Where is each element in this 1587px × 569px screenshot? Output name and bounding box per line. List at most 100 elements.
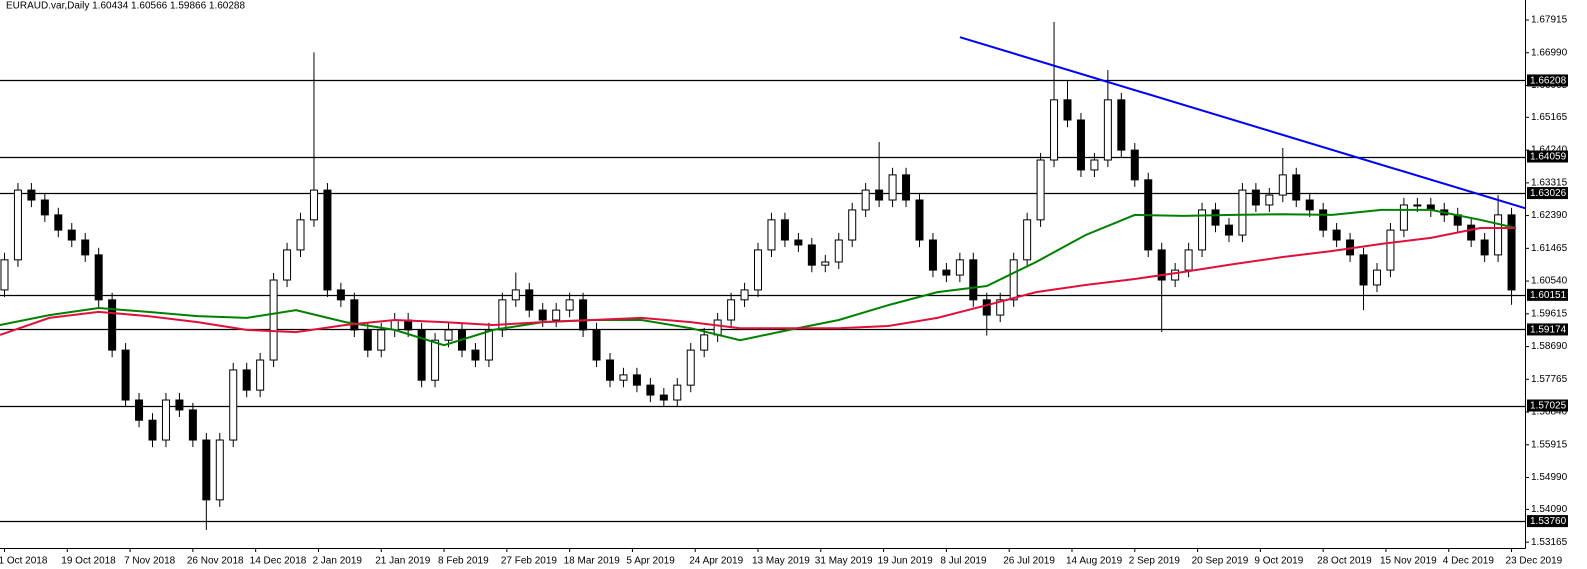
level-label: 1.57025 <box>1530 401 1567 412</box>
y-tick-label: 1.53165 <box>1531 537 1568 548</box>
candle-body <box>161 399 170 441</box>
candle-body <box>606 359 614 381</box>
candle-body <box>283 249 292 281</box>
x-tick-label: 20 Sep 2019 <box>1192 556 1249 567</box>
level-label-box <box>1527 399 1568 412</box>
level-label: 1.64059 <box>1530 152 1567 163</box>
level-label-box <box>1527 74 1568 87</box>
candle-body <box>202 439 211 501</box>
candle-body <box>377 329 386 351</box>
x-tick-label: 15 Nov 2019 <box>1380 556 1437 567</box>
candle-body <box>1009 259 1018 301</box>
candle-body <box>148 419 157 441</box>
candle-body <box>955 259 964 276</box>
candle-body <box>592 329 601 361</box>
candle-body <box>780 219 789 241</box>
y-tick-label: 1.54990 <box>1531 472 1568 483</box>
candle-body <box>1036 159 1045 221</box>
candle-body <box>834 239 843 263</box>
x-tick-label: 18 Mar 2019 <box>564 556 621 567</box>
candle-body <box>498 299 507 331</box>
x-tick-label: 23 Dec 2019 <box>1506 556 1563 567</box>
candle-body <box>1305 199 1314 211</box>
candle-body <box>40 199 49 216</box>
candle-body <box>511 289 520 301</box>
candle-body <box>1319 209 1328 231</box>
trendline <box>959 36 1526 210</box>
candle-body <box>1198 209 1207 251</box>
x-tick-label: 8 Feb 2019 <box>438 556 489 567</box>
candle-body <box>861 189 870 211</box>
level-label-box <box>1527 187 1568 200</box>
candle-body <box>1386 229 1395 271</box>
candle-body <box>1211 209 1220 226</box>
chart-title: EURAUD.var,Daily 1.60434 1.60566 1.59866… <box>6 1 245 12</box>
x-tick-label: 2 Sep 2019 <box>1129 556 1181 567</box>
candle-body <box>619 374 628 381</box>
x-tick-label: 26 Nov 2018 <box>187 556 244 567</box>
x-tick-label: 31 May 2019 <box>815 556 873 567</box>
candle-body <box>13 189 22 261</box>
y-tick-label: 1.61465 <box>1531 243 1568 254</box>
x-tick-label: 26 Jul 2019 <box>1003 556 1055 567</box>
candle-body <box>673 384 682 401</box>
level-label: 1.66208 <box>1530 76 1567 87</box>
candle-body <box>1507 214 1516 291</box>
candle-body <box>242 369 251 391</box>
moving-average-line <box>0 227 1516 336</box>
candle-body <box>740 289 749 301</box>
x-tick-label: 19 Oct 2018 <box>61 556 116 567</box>
candle-body <box>686 349 695 386</box>
candle-body <box>942 269 951 276</box>
candle-body <box>1090 159 1099 171</box>
y-tick-label: 1.60540 <box>1531 276 1568 287</box>
x-tick-label: 4 Dec 2019 <box>1443 556 1495 567</box>
candle-body <box>1372 269 1381 286</box>
candle-body <box>1130 149 1139 181</box>
candle-body <box>700 334 709 351</box>
candle-body <box>821 261 830 266</box>
candle-body <box>1359 254 1368 286</box>
x-tick-label: 27 Feb 2019 <box>501 556 558 567</box>
y-tick-label: 1.63315 <box>1531 177 1568 188</box>
candle-body <box>390 319 399 331</box>
candle-body <box>121 349 130 401</box>
candle-body <box>309 189 318 221</box>
y-tick-label: 1.58690 <box>1531 341 1568 352</box>
candle-body <box>135 399 144 421</box>
level-label-box <box>1527 323 1568 336</box>
candle-body <box>484 329 493 361</box>
candle-body <box>1023 219 1032 261</box>
candle-body <box>1399 204 1408 231</box>
y-tick-label: 1.56840 <box>1531 407 1568 418</box>
x-tick-label: 28 Oct 2019 <box>1317 556 1372 567</box>
candle-body <box>969 259 978 301</box>
x-tick-label: 14 Dec 2018 <box>250 556 307 567</box>
x-tick-label: 13 May 2019 <box>752 556 810 567</box>
candle-body <box>915 199 924 241</box>
candle-body <box>1494 214 1503 256</box>
x-tick-label: 14 Aug 2019 <box>1066 556 1123 567</box>
candle-body <box>848 209 857 241</box>
candle-body <box>1332 229 1341 241</box>
level-label-box <box>1527 515 1568 528</box>
candle-body <box>229 369 238 441</box>
candle-body <box>525 289 534 311</box>
candle-body <box>175 399 184 411</box>
candle-body <box>982 299 991 316</box>
candle-body <box>552 309 561 321</box>
x-tick-label: 2 Jan 2019 <box>312 556 362 567</box>
candle-body <box>1063 99 1072 121</box>
candle-body <box>269 279 278 361</box>
x-tick-label: 8 Jul 2019 <box>940 556 987 567</box>
candle-body <box>1171 269 1180 281</box>
candle-body <box>1292 174 1301 201</box>
y-tick-label: 1.57765 <box>1531 374 1568 385</box>
x-tick-label: 19 Jun 2019 <box>878 556 933 567</box>
candle-body <box>659 394 668 401</box>
candle-body <box>1050 99 1059 161</box>
x-tick-label: 9 Oct 2019 <box>1254 556 1303 567</box>
candle-body <box>1157 249 1166 281</box>
